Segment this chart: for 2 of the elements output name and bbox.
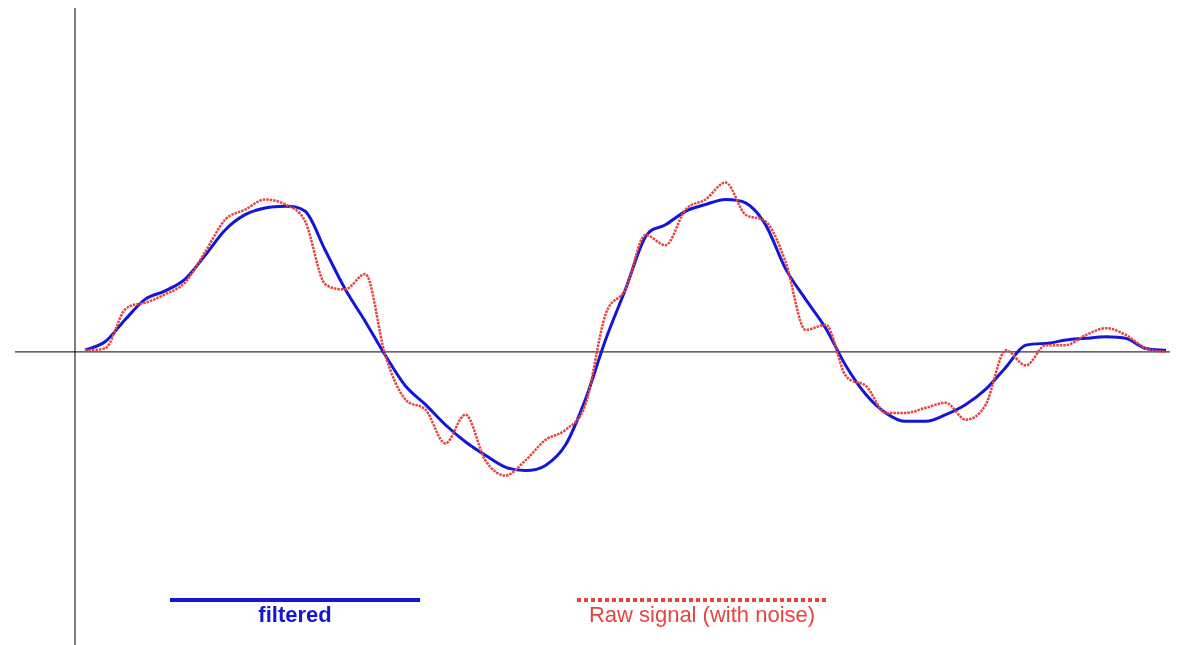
text: Raw signal (with noise) [588, 602, 816, 628]
text: filtered [258, 602, 332, 628]
